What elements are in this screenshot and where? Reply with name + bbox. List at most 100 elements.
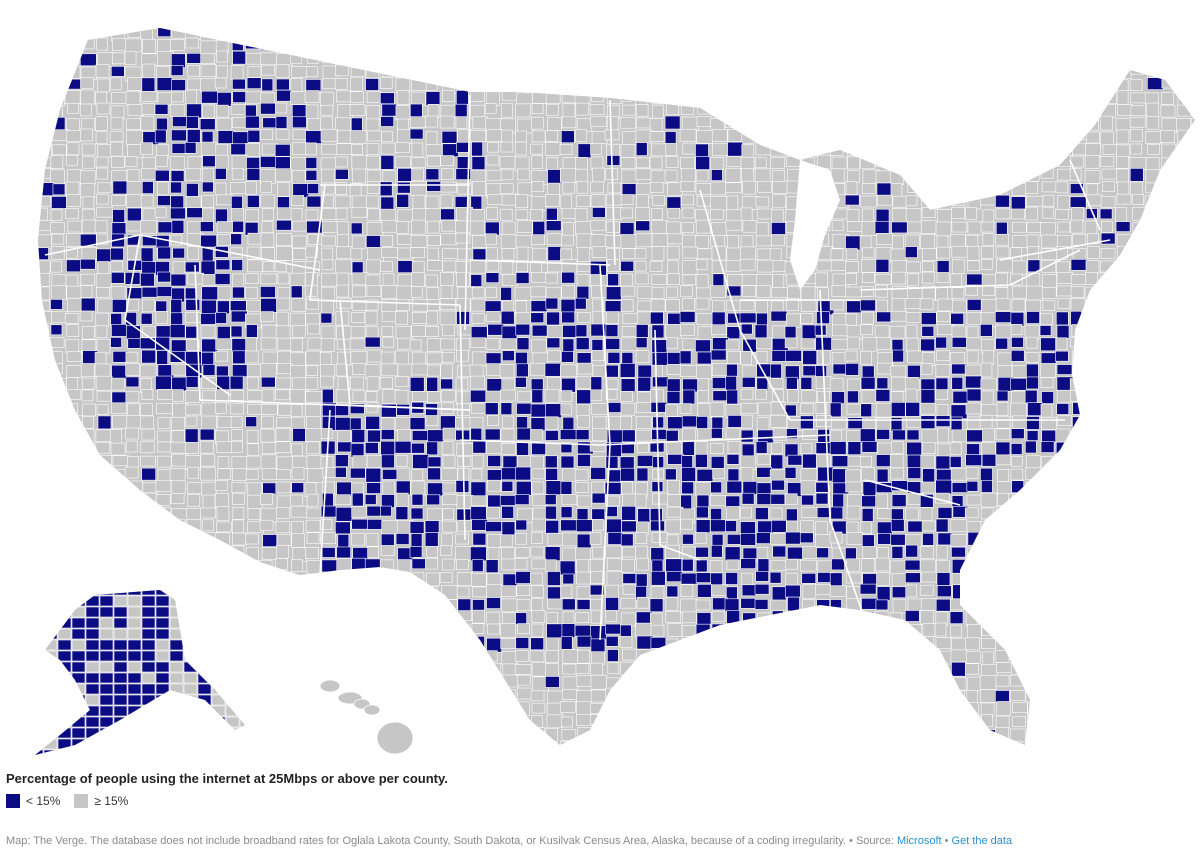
county-high <box>907 28 920 38</box>
county-low <box>426 376 439 392</box>
county-high <box>711 727 723 740</box>
county-high <box>1190 272 1195 285</box>
county-low <box>197 650 212 662</box>
county-high <box>350 64 366 78</box>
county-high <box>547 117 562 131</box>
county-high <box>201 274 216 286</box>
county-high <box>712 300 725 314</box>
county-high <box>636 557 650 571</box>
county-high <box>124 51 137 66</box>
county-high <box>1116 661 1130 677</box>
county-low <box>1010 428 1025 440</box>
county-high <box>1010 674 1027 687</box>
county-high <box>1162 558 1177 573</box>
county-high <box>890 651 908 667</box>
county-low <box>260 39 277 50</box>
county-high <box>950 233 966 248</box>
source-link[interactable]: Microsoft <box>896 835 942 847</box>
county-low <box>875 258 890 273</box>
county-high <box>726 195 739 211</box>
county-high <box>934 64 951 79</box>
get-data-link[interactable]: Get the data <box>951 835 1013 847</box>
county-high <box>380 417 395 431</box>
county-high <box>471 572 487 587</box>
county-high <box>1101 91 1118 104</box>
county-high <box>247 66 262 78</box>
county-high <box>306 532 320 544</box>
county-high <box>696 741 709 745</box>
county-high <box>845 79 858 95</box>
county-high <box>501 558 518 571</box>
county-high <box>261 64 275 76</box>
county-high <box>275 714 289 729</box>
county-high <box>530 754 542 765</box>
county-low <box>920 415 936 429</box>
county-low <box>681 455 693 469</box>
county-high <box>891 715 904 726</box>
county-low <box>43 606 58 618</box>
county-high <box>440 104 457 118</box>
county-high <box>1100 272 1115 284</box>
county-high <box>994 39 1007 50</box>
county-high <box>576 701 592 716</box>
county-low <box>71 749 86 755</box>
county-high <box>412 28 426 37</box>
county-high <box>1010 468 1024 481</box>
county-high <box>276 544 289 559</box>
county-high <box>1057 168 1072 181</box>
county-high <box>320 519 333 530</box>
county-low <box>861 508 874 522</box>
county-high <box>756 650 768 665</box>
county-high <box>157 430 172 443</box>
county-high <box>50 532 64 548</box>
county-high <box>183 617 198 629</box>
county-high <box>712 363 728 376</box>
county-high <box>575 195 591 207</box>
county-high <box>260 181 272 193</box>
county-high <box>877 690 890 702</box>
county-high <box>171 430 185 444</box>
county-high <box>544 559 557 573</box>
county-high <box>157 507 172 520</box>
county-high <box>197 661 212 673</box>
county-high <box>816 78 830 93</box>
county-high <box>531 585 544 598</box>
county-low <box>1147 351 1161 364</box>
county-high <box>51 415 68 429</box>
county-high <box>97 261 110 275</box>
county-high <box>500 753 515 765</box>
county-high <box>696 90 711 101</box>
county-low <box>43 617 58 629</box>
county-high <box>919 689 933 704</box>
county-low <box>1040 337 1056 352</box>
county-high <box>694 441 708 456</box>
county-high <box>891 441 904 454</box>
county-high <box>1191 624 1195 636</box>
county-low <box>351 518 369 530</box>
county-high <box>724 65 739 77</box>
legend-label-high: ≥ 15% <box>94 794 129 808</box>
county-low <box>426 494 440 506</box>
county-low <box>85 639 100 651</box>
county-high <box>306 663 319 675</box>
county-high <box>472 586 488 598</box>
county-high <box>262 636 275 649</box>
county-high <box>754 90 769 105</box>
county-high <box>260 415 274 429</box>
county-high <box>589 739 606 745</box>
county-high <box>1176 611 1189 626</box>
county-high <box>1055 181 1069 194</box>
county-high <box>1145 207 1163 222</box>
county-high <box>231 637 249 650</box>
county-high <box>952 104 969 117</box>
county-low <box>183 705 198 717</box>
county-low <box>740 429 754 443</box>
county-high <box>381 703 395 714</box>
county-high <box>239 628 245 640</box>
county-high <box>262 468 278 481</box>
county-high <box>1146 261 1161 272</box>
county-low <box>1026 363 1039 379</box>
county-low <box>484 428 501 441</box>
county-low <box>141 77 156 93</box>
county-high <box>1116 129 1130 145</box>
